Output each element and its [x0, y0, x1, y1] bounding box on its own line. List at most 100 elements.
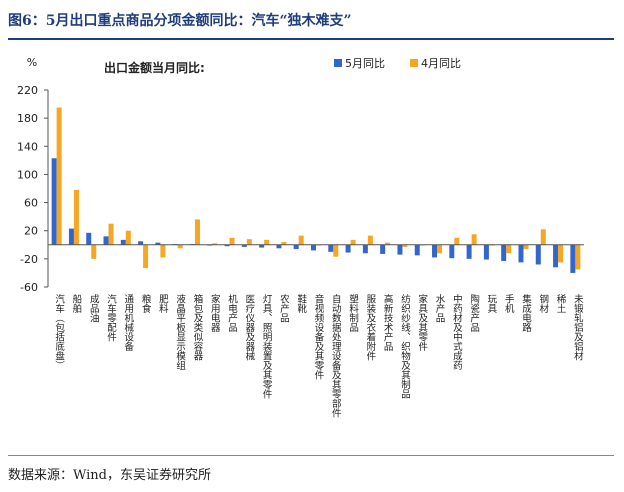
bar-apr: [298, 235, 304, 245]
y-tick-label: 220: [17, 84, 38, 97]
bar-may: [259, 244, 265, 248]
bar-may: [535, 244, 541, 265]
bar-apr: [246, 239, 252, 245]
category-label: 钢材: [537, 293, 549, 313]
source-note: 数据来源：Wind，东吴证券研究所: [8, 468, 211, 483]
bar-may: [518, 244, 524, 263]
bar-apr: [281, 241, 287, 245]
bar-may: [362, 244, 368, 254]
bar-may: [570, 244, 576, 273]
bar-may: [293, 244, 299, 250]
category-label: 陶瓷产品: [468, 293, 480, 333]
legend-swatch: [410, 59, 418, 67]
bar-apr: [333, 244, 339, 257]
bar-apr: [73, 189, 79, 245]
bar-apr: [367, 235, 373, 245]
category-label: 水产品: [434, 293, 446, 323]
y-axis-unit: %: [27, 56, 37, 69]
bar-may: [345, 244, 351, 253]
bar-apr: [558, 244, 564, 263]
category-label: 液晶平板显示模组: [174, 293, 186, 370]
bar-apr: [402, 244, 408, 247]
y-tick-label: 180: [17, 112, 38, 125]
category-label: 集成电路: [520, 293, 532, 333]
y-tick-label: 20: [24, 225, 38, 238]
bar-may: [224, 244, 230, 247]
y-tick-label: 140: [17, 140, 38, 153]
category-label: 玩具: [485, 294, 497, 314]
bar-apr: [385, 242, 391, 245]
category-label: 肥料: [157, 294, 169, 314]
figure-title: 图6：5月出口重点商品分项金额同比：汽车“独木难支”: [8, 13, 352, 29]
category-label: 纺织纱线、织物及其制品: [399, 293, 411, 399]
category-label: 鞋靴: [295, 293, 307, 314]
legend-label: 4月同比: [421, 57, 461, 70]
bar-may: [241, 244, 247, 247]
category-label: 汽车（包括底盘）: [53, 293, 65, 370]
y-tick-label: -60: [20, 281, 38, 294]
bar-may: [311, 244, 316, 251]
bar-may: [86, 232, 92, 245]
bar-apr: [506, 244, 512, 254]
bar-apr: [91, 244, 97, 259]
category-label: 服装及衣着附件: [364, 294, 376, 361]
plot-area: -60 -20 20 60 100 140 180 220 汽车（包括底盘） 船舶 成品油 汽车零配件…: [17, 84, 584, 418]
category-label: 汽车零配件: [105, 293, 117, 342]
bar-may: [51, 158, 57, 245]
bar-apr: [229, 237, 235, 245]
category-label: 未锻轧铝及铝材: [572, 293, 584, 360]
bar-apr: [264, 239, 270, 245]
category-label: 塑料制品: [347, 294, 359, 333]
category-label: 成品油: [88, 293, 100, 323]
category-label: 粮食: [140, 293, 152, 314]
bar-may: [155, 242, 161, 245]
category-label: 灯具、照明装置及其零件: [261, 294, 273, 399]
bar-apr: [194, 219, 200, 245]
bar-may: [397, 244, 403, 255]
bar-apr: [212, 243, 218, 245]
bar-may: [380, 244, 386, 254]
legend-label: 5月同比: [345, 57, 385, 70]
bar-apr: [471, 234, 477, 245]
bar-apr: [108, 223, 114, 245]
legend: 5月同比 4月同比: [334, 57, 461, 70]
bar-may: [120, 239, 126, 245]
category-label: 稀土: [555, 293, 567, 313]
bar-may: [449, 244, 455, 259]
y-tick-label: -20: [20, 253, 38, 266]
category-label: 家用电器: [209, 293, 221, 332]
category-label: 船舶: [70, 293, 82, 314]
bar-may: [103, 236, 109, 245]
legend-swatch: [334, 59, 342, 67]
bar-apr: [56, 107, 62, 245]
category-label: 通用机械设备: [122, 294, 134, 352]
bar-may: [466, 244, 472, 259]
bar-apr: [437, 244, 443, 254]
bar-may: [138, 241, 144, 245]
bar-apr: [454, 237, 460, 245]
category-label: 自动数据处理设备及其零部件: [330, 293, 342, 418]
bar-may: [501, 244, 507, 261]
bar-apr: [125, 230, 131, 245]
category-label: 医疗仪器及器械: [243, 294, 255, 361]
category-label: 手机: [503, 293, 515, 314]
bar-apr: [523, 244, 529, 250]
chart-title: 出口金额当月同比:: [104, 60, 205, 75]
bar-may: [483, 244, 489, 260]
bar-may: [414, 244, 420, 256]
bar-chart: % 出口金额当月同比: 5月同比 4月同比 -60 -20 20 60 100 140 180…: [17, 56, 584, 418]
category-label: 音视频设备及其零件: [313, 293, 325, 380]
y-tick-label: 100: [17, 168, 38, 181]
y-tick-label: 60: [24, 197, 38, 210]
bar-apr: [143, 244, 149, 269]
source-rule: [8, 455, 614, 456]
bar-apr: [575, 244, 581, 270]
bar-apr: [160, 244, 166, 258]
bar-apr: [177, 244, 183, 249]
bar-may: [328, 244, 334, 252]
bar-apr: [540, 229, 546, 245]
category-label: 箱包及类似容器: [191, 293, 203, 360]
bar-apr: [350, 239, 356, 245]
category-label: 高新技术产品: [382, 293, 394, 352]
category-label: 农产品: [278, 293, 290, 323]
